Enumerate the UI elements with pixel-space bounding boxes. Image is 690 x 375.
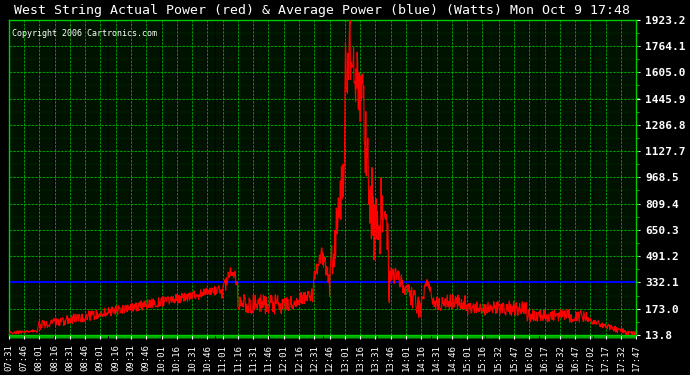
- Title: West String Actual Power (red) & Average Power (blue) (Watts) Mon Oct 9 17:48: West String Actual Power (red) & Average…: [14, 4, 631, 17]
- Text: Copyright 2006 Cartronics.com: Copyright 2006 Cartronics.com: [12, 29, 157, 38]
